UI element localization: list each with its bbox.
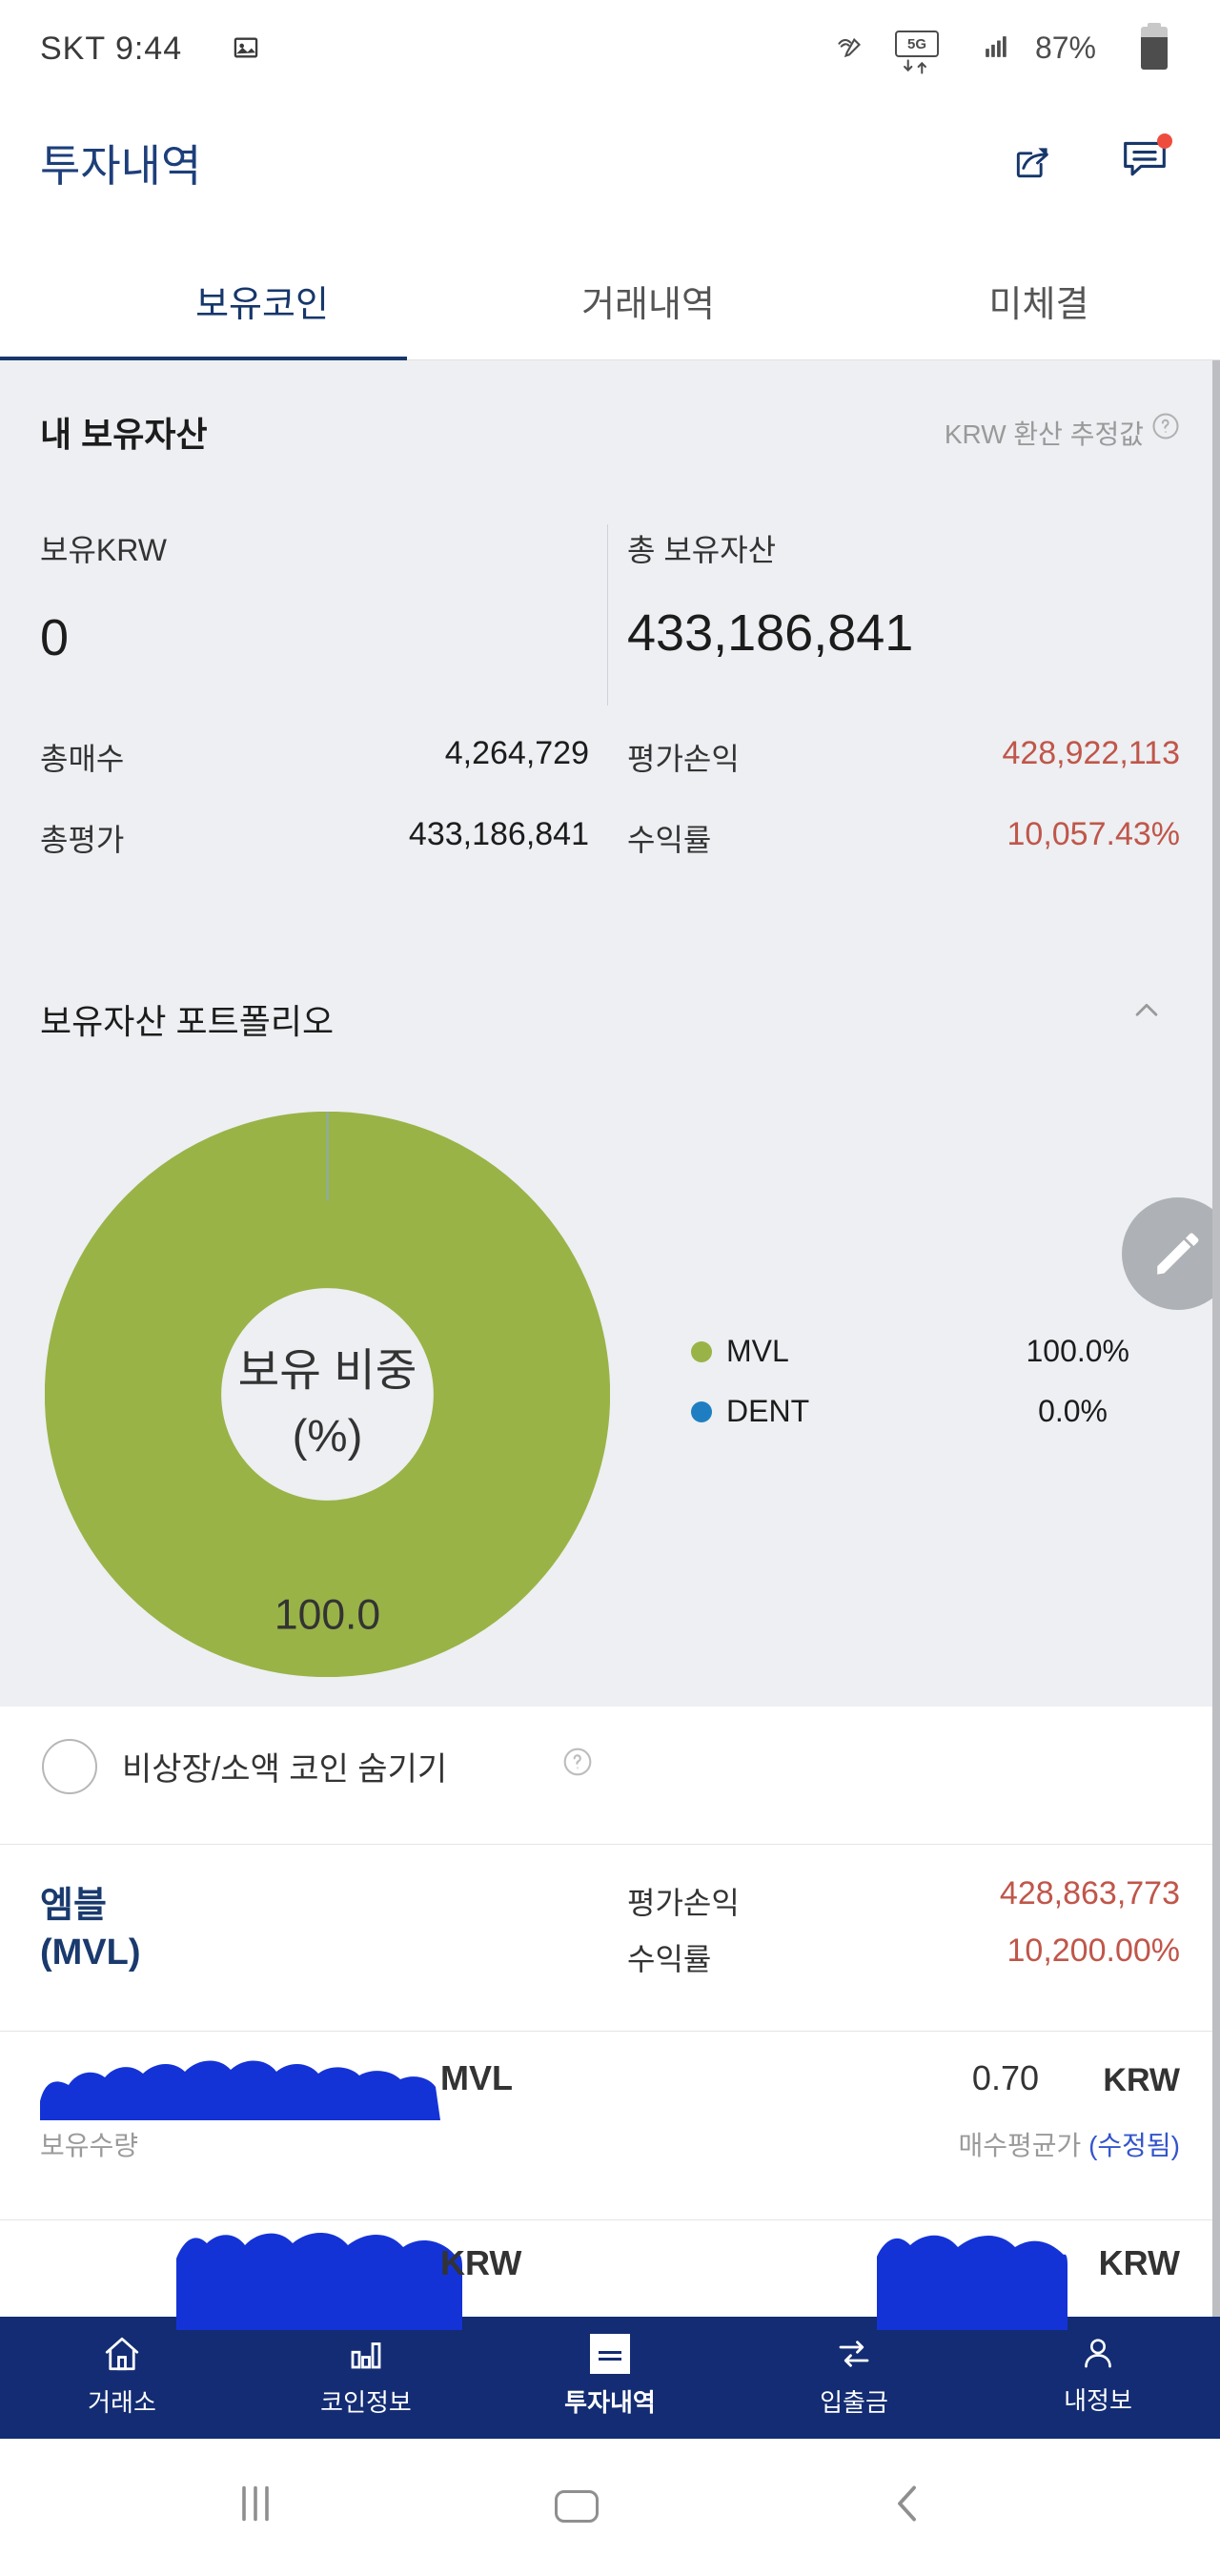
svg-text:100.0: 100.0 [274,1592,380,1639]
svg-text:보유 비중: 보유 비중 [238,1346,417,1397]
svg-text:(%): (%) [293,1411,363,1462]
